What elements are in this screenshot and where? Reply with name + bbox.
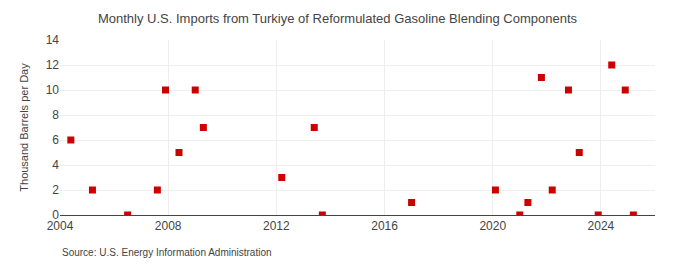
svg-text:10: 10 [46, 83, 60, 97]
svg-text:2020: 2020 [479, 219, 506, 233]
svg-text:2004: 2004 [47, 219, 74, 233]
svg-text:4: 4 [52, 158, 59, 172]
svg-text:8: 8 [52, 108, 59, 122]
svg-text:2008: 2008 [155, 219, 182, 233]
svg-text:Thousand Barrels per Day: Thousand Barrels per Day [18, 63, 30, 192]
svg-text:Monthly U.S. Imports from Turk: Monthly U.S. Imports from Turkiye of Ref… [98, 11, 578, 26]
svg-text:2012: 2012 [263, 219, 290, 233]
svg-text:0: 0 [52, 208, 59, 222]
svg-text:2: 2 [52, 183, 59, 197]
svg-text:2016: 2016 [371, 219, 398, 233]
svg-text:12: 12 [46, 58, 60, 72]
svg-text:Source: U.S. Energy Informatio: Source: U.S. Energy Information Administ… [62, 247, 272, 258]
svg-text:14: 14 [46, 33, 60, 47]
svg-text:6: 6 [52, 133, 59, 147]
svg-text:2024: 2024 [588, 219, 615, 233]
